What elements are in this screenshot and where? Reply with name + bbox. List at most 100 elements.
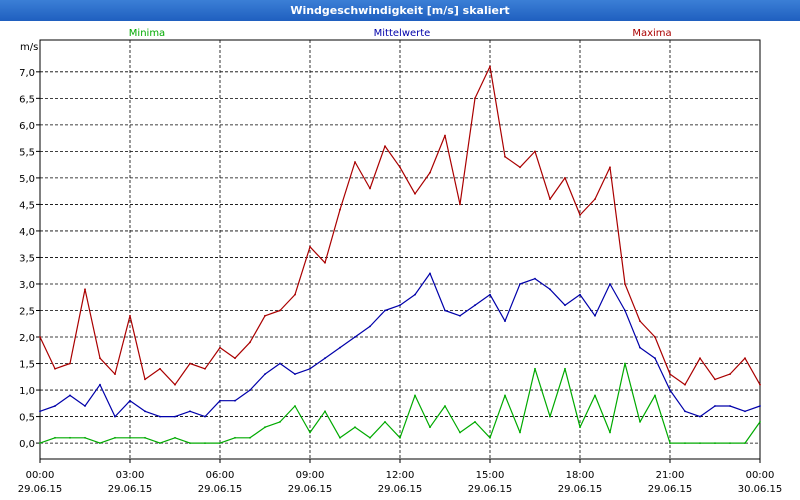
data-point-mittelwerte bbox=[39, 410, 41, 413]
data-point-maxima bbox=[84, 288, 86, 291]
data-point-maxima bbox=[54, 367, 56, 370]
data-point-maxima bbox=[429, 171, 431, 174]
y-tick-label: 5,5 bbox=[19, 147, 35, 158]
y-axis-label: m/s bbox=[20, 42, 38, 53]
data-point-mittelwerte bbox=[144, 410, 146, 413]
data-point-maxima bbox=[279, 309, 281, 312]
data-point-maxima bbox=[519, 166, 521, 169]
data-point-minima bbox=[309, 431, 311, 434]
x-tick-date: 29.06.15 bbox=[468, 484, 513, 495]
data-point-mittelwerte bbox=[654, 357, 656, 360]
data-point-maxima bbox=[249, 341, 251, 344]
data-point-minima bbox=[234, 436, 236, 439]
x-tick-time: 21:00 bbox=[656, 470, 685, 481]
data-point-mittelwerte bbox=[624, 309, 626, 312]
x-tick-time: 00:00 bbox=[746, 470, 775, 481]
data-point-minima bbox=[519, 431, 521, 434]
data-point-minima bbox=[219, 442, 221, 444]
data-point-mittelwerte bbox=[549, 288, 551, 291]
data-point-mittelwerte bbox=[429, 272, 431, 275]
data-point-minima bbox=[624, 362, 626, 365]
data-point-minima bbox=[459, 431, 461, 434]
data-point-maxima bbox=[594, 198, 596, 201]
data-point-minima bbox=[84, 436, 86, 439]
data-point-minima bbox=[609, 431, 611, 434]
data-point-minima bbox=[474, 421, 476, 423]
data-point-minima bbox=[549, 415, 551, 418]
data-point-maxima bbox=[159, 367, 161, 370]
data-point-maxima bbox=[669, 373, 671, 375]
data-point-maxima bbox=[564, 177, 566, 179]
chart-grid bbox=[40, 40, 760, 459]
data-point-minima bbox=[174, 436, 176, 439]
data-point-mittelwerte bbox=[714, 405, 716, 407]
data-point-mittelwerte bbox=[189, 410, 191, 413]
data-point-minima bbox=[579, 426, 581, 429]
data-point-mittelwerte bbox=[114, 415, 116, 418]
data-point-mittelwerte bbox=[69, 394, 71, 397]
legend-mittelwerte: Mittelwerte bbox=[374, 28, 431, 39]
data-point-maxima bbox=[579, 214, 581, 216]
data-point-maxima bbox=[174, 383, 176, 386]
data-point-maxima bbox=[624, 283, 626, 285]
data-point-mittelwerte bbox=[219, 399, 221, 402]
data-point-minima bbox=[264, 426, 266, 429]
data-point-minima bbox=[684, 442, 686, 444]
data-point-maxima bbox=[234, 357, 236, 360]
x-tick-time: 09:00 bbox=[296, 470, 325, 481]
data-point-mittelwerte bbox=[504, 320, 506, 322]
data-point-mittelwerte bbox=[489, 293, 491, 296]
data-point-maxima bbox=[264, 314, 266, 317]
data-point-minima bbox=[384, 421, 386, 423]
data-point-minima bbox=[279, 421, 281, 423]
y-tick-label: 0,0 bbox=[19, 439, 35, 450]
legend-minima: Minima bbox=[129, 28, 165, 39]
data-point-minima bbox=[54, 436, 56, 439]
y-axis: 0,0 0,5 1,0 1,5 2,0 2,5 3,0 3,5 4,0 4,5 5,0 5,5 6,0 6… bbox=[19, 68, 40, 450]
data-point-minima bbox=[39, 442, 41, 444]
data-point-maxima bbox=[654, 336, 656, 338]
data-point-maxima bbox=[489, 65, 491, 68]
y-tick-label: 1,5 bbox=[19, 360, 35, 371]
x-tick-time: 06:00 bbox=[206, 470, 235, 481]
y-tick-label: 6,0 bbox=[19, 121, 35, 132]
y-tick-label: 2,0 bbox=[19, 333, 35, 344]
data-point-maxima bbox=[309, 245, 311, 248]
data-point-mittelwerte bbox=[384, 309, 386, 312]
data-point-mittelwerte bbox=[249, 389, 251, 391]
y-tick-label: 3,0 bbox=[19, 280, 35, 291]
data-point-minima bbox=[114, 436, 116, 439]
y-tick-label: 4,5 bbox=[19, 200, 35, 211]
y-tick-label: 2,5 bbox=[19, 306, 35, 317]
data-point-mittelwerte bbox=[459, 314, 461, 317]
data-point-maxima bbox=[384, 145, 386, 147]
y-tick-label: 7,0 bbox=[19, 68, 35, 79]
legend-maxima: Maxima bbox=[632, 28, 671, 39]
chart-series bbox=[39, 65, 761, 444]
x-axis: 00:00 29.06.15 03:00 29.06.15 06:00 29.06.15 0… bbox=[18, 459, 782, 495]
data-point-maxima bbox=[144, 378, 146, 381]
data-point-minima bbox=[654, 394, 656, 397]
data-point-maxima bbox=[474, 97, 476, 100]
data-point-maxima bbox=[729, 373, 731, 375]
data-point-maxima bbox=[354, 161, 356, 163]
data-point-mittelwerte bbox=[609, 283, 611, 285]
data-point-maxima bbox=[759, 383, 761, 386]
y-tick-label: 1,0 bbox=[19, 386, 35, 397]
data-point-mittelwerte bbox=[579, 293, 581, 296]
data-point-minima bbox=[354, 426, 356, 429]
data-point-mittelwerte bbox=[444, 309, 446, 312]
data-point-mittelwerte bbox=[639, 346, 641, 349]
data-point-maxima bbox=[639, 320, 641, 322]
data-point-mittelwerte bbox=[369, 325, 371, 328]
data-point-mittelwerte bbox=[534, 277, 536, 280]
x-tick-date: 29.06.15 bbox=[648, 484, 693, 495]
data-point-mittelwerte bbox=[84, 405, 86, 407]
data-point-mittelwerte bbox=[669, 389, 671, 391]
data-point-mittelwerte bbox=[474, 304, 476, 307]
data-point-mittelwerte bbox=[414, 293, 416, 296]
data-point-mittelwerte bbox=[279, 362, 281, 365]
data-point-maxima bbox=[339, 208, 341, 211]
x-tick-time: 03:00 bbox=[116, 470, 145, 481]
data-point-mittelwerte bbox=[594, 314, 596, 317]
